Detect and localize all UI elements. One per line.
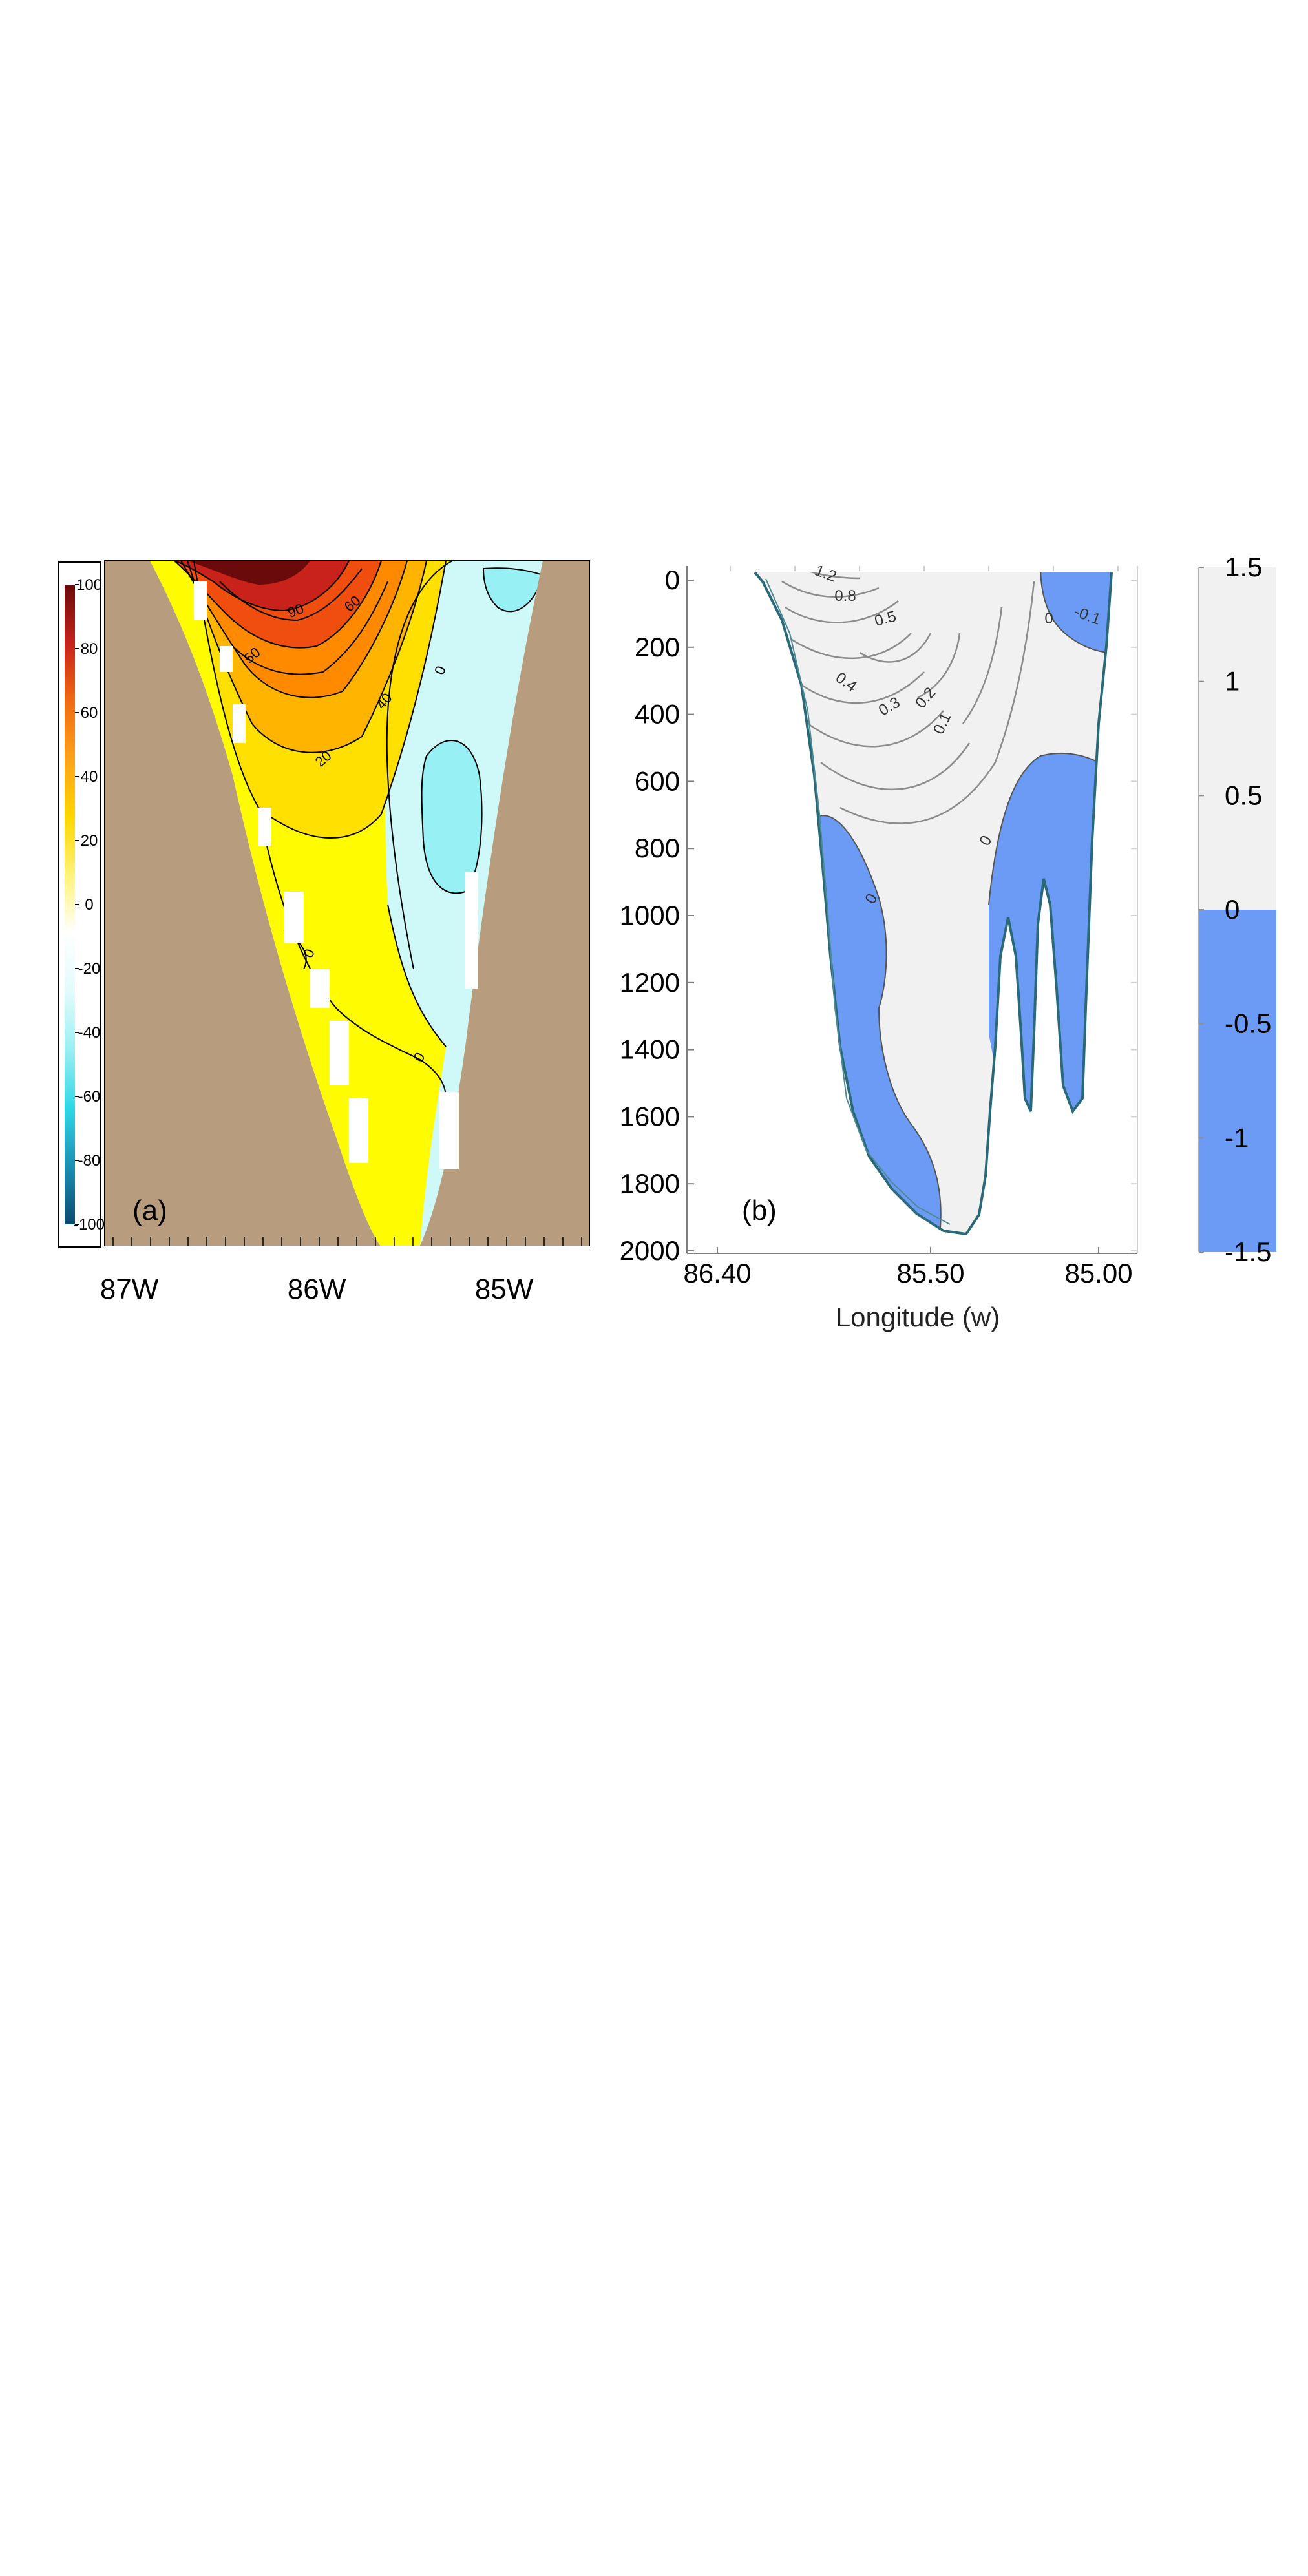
colorbar-b-tick-label: 1.5 <box>1225 552 1262 582</box>
land-a-steps <box>194 581 478 1169</box>
colorbar-b-tick-label: -1 <box>1225 1122 1249 1153</box>
x-ticks-a: 87W 86W 85W <box>100 1273 534 1305</box>
y-tick-label-b: 1200 <box>620 967 680 998</box>
panel-a-label: (a) <box>132 1195 167 1226</box>
zero-contours-b <box>810 572 1112 1228</box>
colorbar-b-tick-label: -0.5 <box>1225 1009 1271 1039</box>
panel-a: 100 80 60 40 20 0 -20 -40 -60 -80 -100 <box>58 560 590 1305</box>
x-tick-label-a: 86W <box>288 1273 346 1305</box>
colorbar-a-ticks: 100 80 60 40 20 0 -20 -40 -60 -80 -100 <box>74 576 105 1233</box>
colorbar-a-tick-label: 80 <box>81 640 98 658</box>
colorbar-a-tick-label: 20 <box>81 832 98 850</box>
colorbar-b-tick-label: 1 <box>1225 666 1239 696</box>
x-tick-label-b: 85.50 <box>896 1258 964 1288</box>
y-tick-label-b: 1800 <box>620 1168 680 1199</box>
colorbar-a-tick-label: -80 <box>78 1152 101 1169</box>
colorbar-a-tick-label: -20 <box>78 960 101 978</box>
y-tick-label-b: 1400 <box>620 1034 680 1065</box>
y-tick-label-b: 0 <box>665 565 680 595</box>
colorbar-b-tick-label: 0.5 <box>1225 780 1262 810</box>
colorbar-a-tick-label: 100 <box>76 576 102 594</box>
x-tick-label-b: 85.00 <box>1064 1258 1132 1288</box>
colorbar-b-negative <box>1199 910 1276 1252</box>
y-ticks-b: 0 200 400 600 800 1000 1200 1400 1600 1800 2000 <box>620 565 1137 1266</box>
panel-b: 1.20.80.50.40.3 0.20.1000-0.1 02004006008… <box>620 552 1276 1332</box>
colorbar-a-tick-label: -100 <box>74 1216 105 1233</box>
y-tick-label-b: 200 <box>635 632 680 662</box>
colorbar-b-tick-label: 0 <box>1225 894 1239 925</box>
region-b-negative-top <box>1040 572 1112 653</box>
x-tick-label-a: 87W <box>100 1273 159 1305</box>
bathymetry-b-inner <box>765 578 951 1225</box>
contour-label-b: 0.8 <box>834 587 856 605</box>
y-tick-label-b: 400 <box>635 699 680 729</box>
contour-label-b: 0 <box>1044 610 1053 627</box>
region-a-100 <box>187 561 310 585</box>
contours-b <box>781 572 1035 824</box>
x-axis-label-b: Longitude (w) <box>836 1302 1000 1332</box>
region-a-negative-mid <box>421 740 482 894</box>
y-tick-label-b: 600 <box>635 766 680 796</box>
x-ticks-b: 86.40 85.50 85.00 <box>683 566 1133 1288</box>
y-tick-label-b: 1600 <box>620 1101 680 1131</box>
land-a-west <box>105 561 380 1246</box>
colorbar-a <box>65 585 75 1224</box>
colorbar-a-tick-label: 60 <box>81 704 98 722</box>
panel-b-label: (b) <box>742 1195 777 1226</box>
x-tick-label-a: 85W <box>475 1273 534 1305</box>
colorbar-a-frame <box>58 561 101 1248</box>
colorbar-b-tick-label: -1.5 <box>1225 1237 1271 1267</box>
land-a-east <box>420 561 589 1246</box>
colorbar-a-tick-label: -60 <box>78 1088 101 1105</box>
colorbar-b-positive <box>1199 567 1276 910</box>
colorbar-a-tick-label: 0 <box>85 896 93 914</box>
y-tick-label-b: 2000 <box>620 1235 680 1266</box>
colorbar-a-tick-label: 40 <box>81 768 98 786</box>
region-a-negative-top <box>483 568 543 612</box>
y-tick-label-b: 1000 <box>620 900 680 930</box>
y-tick-label-b: 800 <box>635 833 680 863</box>
colorbar-b-ticks: 1.5 1 0.5 0 -0.5 -1 -1.5 <box>1199 552 1271 1267</box>
x-minor-ticks-a <box>112 1237 582 1246</box>
region-a-90 <box>174 561 349 611</box>
colorbar-a-tick-label: -40 <box>78 1024 101 1042</box>
x-tick-label-b: 86.40 <box>683 1258 751 1288</box>
